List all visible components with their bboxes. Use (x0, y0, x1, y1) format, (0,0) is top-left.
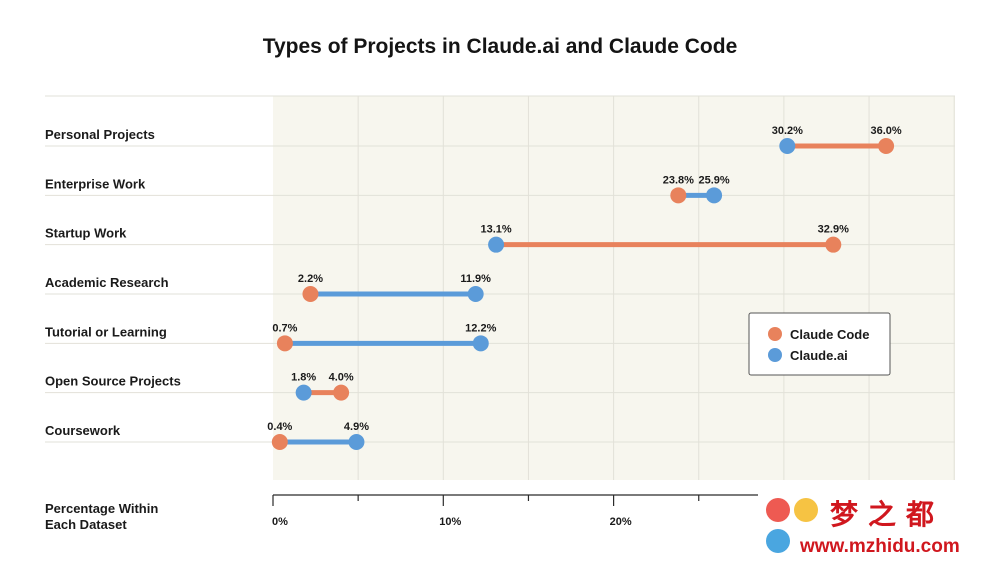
data-label-claude-code: 32.9% (818, 224, 849, 236)
x-axis-title-line1: Percentage Within (45, 501, 158, 516)
point-claude-code (277, 335, 293, 351)
watermark-logo: 梦之都 www.mzhidu.com (758, 490, 1000, 562)
data-label-claude-code: 36.0% (870, 125, 901, 137)
point-claude-code (670, 187, 686, 203)
category-label: Tutorial or Learning (45, 324, 167, 339)
data-label-claude-ai: 12.2% (465, 322, 496, 334)
point-claude-ai (488, 237, 504, 253)
watermark-brand: 梦之都 (830, 498, 944, 530)
legend-label: Claude Code (790, 327, 869, 342)
category-label: Academic Research (45, 275, 169, 290)
data-label-claude-ai: 30.2% (772, 125, 803, 137)
legend-label: Claude.ai (790, 348, 848, 363)
data-label-claude-ai: 25.9% (698, 174, 729, 186)
point-claude-ai (348, 434, 364, 450)
category-label: Enterprise Work (45, 176, 146, 191)
point-claude-ai (296, 385, 312, 401)
point-claude-code (825, 237, 841, 253)
data-label-claude-code: 23.8% (663, 174, 694, 186)
legend-box (749, 313, 890, 375)
category-label: Open Source Projects (45, 374, 181, 389)
data-label-claude-ai: 13.1% (480, 224, 511, 236)
point-claude-ai (779, 138, 795, 154)
data-label-claude-code: 2.2% (298, 273, 323, 285)
category-label: Personal Projects (45, 127, 155, 142)
x-axis-title-line2: Each Dataset (45, 517, 127, 532)
data-label-claude-ai: 4.9% (344, 421, 369, 433)
point-claude-code (302, 286, 318, 302)
chart-title: Types of Projects in Claude.ai and Claud… (263, 35, 738, 58)
dumbbell-chart: Types of Projects in Claude.ai and Claud… (0, 0, 1000, 562)
point-claude-code (878, 138, 894, 154)
category-labels: Personal Projects Enterprise Work Startup … (45, 127, 181, 438)
watermark-url: www.mzhidu.com (799, 536, 960, 557)
x-tick-label: 0% (272, 516, 288, 528)
point-claude-ai (468, 286, 484, 302)
legend-marker (768, 348, 782, 362)
watermark-blue-bubble-icon (766, 529, 790, 553)
watermark-red-bubble-icon (766, 498, 790, 522)
data-label-claude-code: 0.4% (267, 421, 292, 433)
point-claude-ai (706, 187, 722, 203)
x-tick-label: 10% (439, 516, 461, 528)
data-label-claude-code: 0.7% (272, 322, 297, 334)
legend-marker (768, 327, 782, 341)
x-tick-label: 20% (610, 516, 632, 528)
category-label: Startup Work (45, 226, 127, 241)
point-claude-ai (473, 335, 489, 351)
watermark-yellow-bubble-icon (794, 498, 818, 522)
category-label: Coursework (45, 423, 121, 438)
chart-legend: Claude Code Claude.ai (749, 313, 890, 375)
point-claude-code (272, 434, 288, 450)
data-label-claude-ai: 1.8% (291, 372, 316, 384)
data-label-claude-code: 4.0% (329, 372, 354, 384)
point-claude-code (333, 385, 349, 401)
data-label-claude-ai: 11.9% (460, 273, 491, 285)
